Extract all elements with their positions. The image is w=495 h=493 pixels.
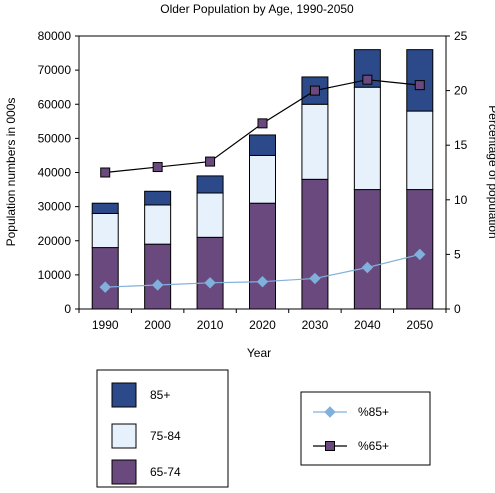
y-tick-label: 30000 [38, 200, 72, 214]
y-tick-label: 0 [64, 302, 71, 316]
legend-marker--85- [324, 406, 336, 418]
x-tick-label: 2040 [354, 318, 381, 332]
y2-tick-label: 25 [454, 29, 468, 43]
legends: 85+ 75-84 65-74 %85+ %65+ [96, 369, 431, 488]
bar-65-74-1990 [91, 247, 119, 310]
marker--85--2040 [361, 261, 374, 274]
y-tick-label: 20000 [38, 234, 72, 248]
marker--65--2020 [257, 118, 268, 129]
marker--85--2020 [256, 275, 269, 288]
y2-tick-label: 20 [454, 84, 468, 98]
marker--65--2030 [309, 85, 320, 96]
marker--85--2030 [309, 272, 321, 285]
y2-tick-label: 10 [454, 193, 468, 207]
bar-75-84-2020 [249, 154, 276, 204]
legend-marker--65- [325, 441, 335, 451]
chart-title: Older Population by Age, 1990-2050 [160, 2, 354, 16]
y-tick-label: 10000 [38, 268, 72, 282]
legend-swatch-85- [111, 382, 137, 408]
y2-tick-label: 5 [454, 247, 461, 261]
y-axis-title: Population numbers in 000s [4, 98, 18, 247]
y2-axis-title: Percentage of population [486, 105, 495, 238]
y-tick-label: 80000 [38, 29, 72, 43]
bar-85--2000 [144, 190, 172, 206]
bar-75-84-2010 [196, 192, 224, 238]
bar-65-74-2020 [249, 202, 276, 310]
bar-75-84-2040 [353, 86, 381, 191]
y-tick-label: 60000 [38, 97, 72, 111]
bar-85--2010 [196, 175, 224, 194]
bar-75-84-2050 [406, 110, 434, 191]
marker--85--1990 [99, 281, 111, 293]
bar-75-84-1990 [91, 212, 119, 249]
bar-85--1990 [91, 202, 119, 214]
y-tick-label: 50000 [38, 131, 72, 145]
marker--85--2050 [414, 248, 426, 261]
plot-area: 0100002000030000400005000060000700008000… [38, 29, 468, 332]
x-tick-label: 2000 [144, 318, 171, 332]
x-axis-title: Year [247, 346, 271, 360]
marker--65--2000 [152, 162, 163, 173]
legend-label--85-: %85+ [358, 405, 389, 419]
legend-label--65-: %65+ [358, 439, 389, 453]
legend-swatch-75-84 [111, 423, 137, 449]
y-tick-label: 40000 [38, 166, 72, 180]
legend-swatch-65-74 [111, 459, 137, 485]
marker--85--2010 [204, 277, 216, 289]
legend-label-85-: 85+ [150, 388, 170, 402]
y2-tick-label: 15 [454, 138, 468, 152]
marker--65--2050 [414, 80, 425, 91]
x-tick-label: 2030 [302, 318, 329, 332]
y-tick-label: 70000 [38, 63, 72, 77]
bar-65-74-2010 [196, 236, 224, 310]
bar-65-74-2000 [144, 243, 172, 310]
x-tick-label: 2020 [249, 318, 276, 332]
legend-label-75-84: 75-84 [150, 429, 181, 443]
marker--85--2000 [151, 279, 164, 291]
bar-75-84-2000 [144, 204, 172, 245]
marker--65--2010 [205, 156, 216, 167]
x-tick-label: 2050 [406, 318, 433, 332]
x-tick-label: 1990 [92, 318, 119, 332]
marker--65--2040 [362, 74, 373, 85]
legend-label-65-74: 65-74 [150, 465, 181, 479]
bar-85--2020 [249, 134, 276, 156]
legend-lines-box [300, 391, 431, 466]
bar-75-84-2030 [301, 103, 329, 180]
bar-65-74-2030 [301, 178, 329, 310]
y2-tick-label: 0 [454, 302, 461, 316]
x-tick-label: 2010 [197, 318, 224, 332]
marker--65--1990 [100, 167, 111, 178]
bar-65-74-2040 [353, 189, 381, 310]
